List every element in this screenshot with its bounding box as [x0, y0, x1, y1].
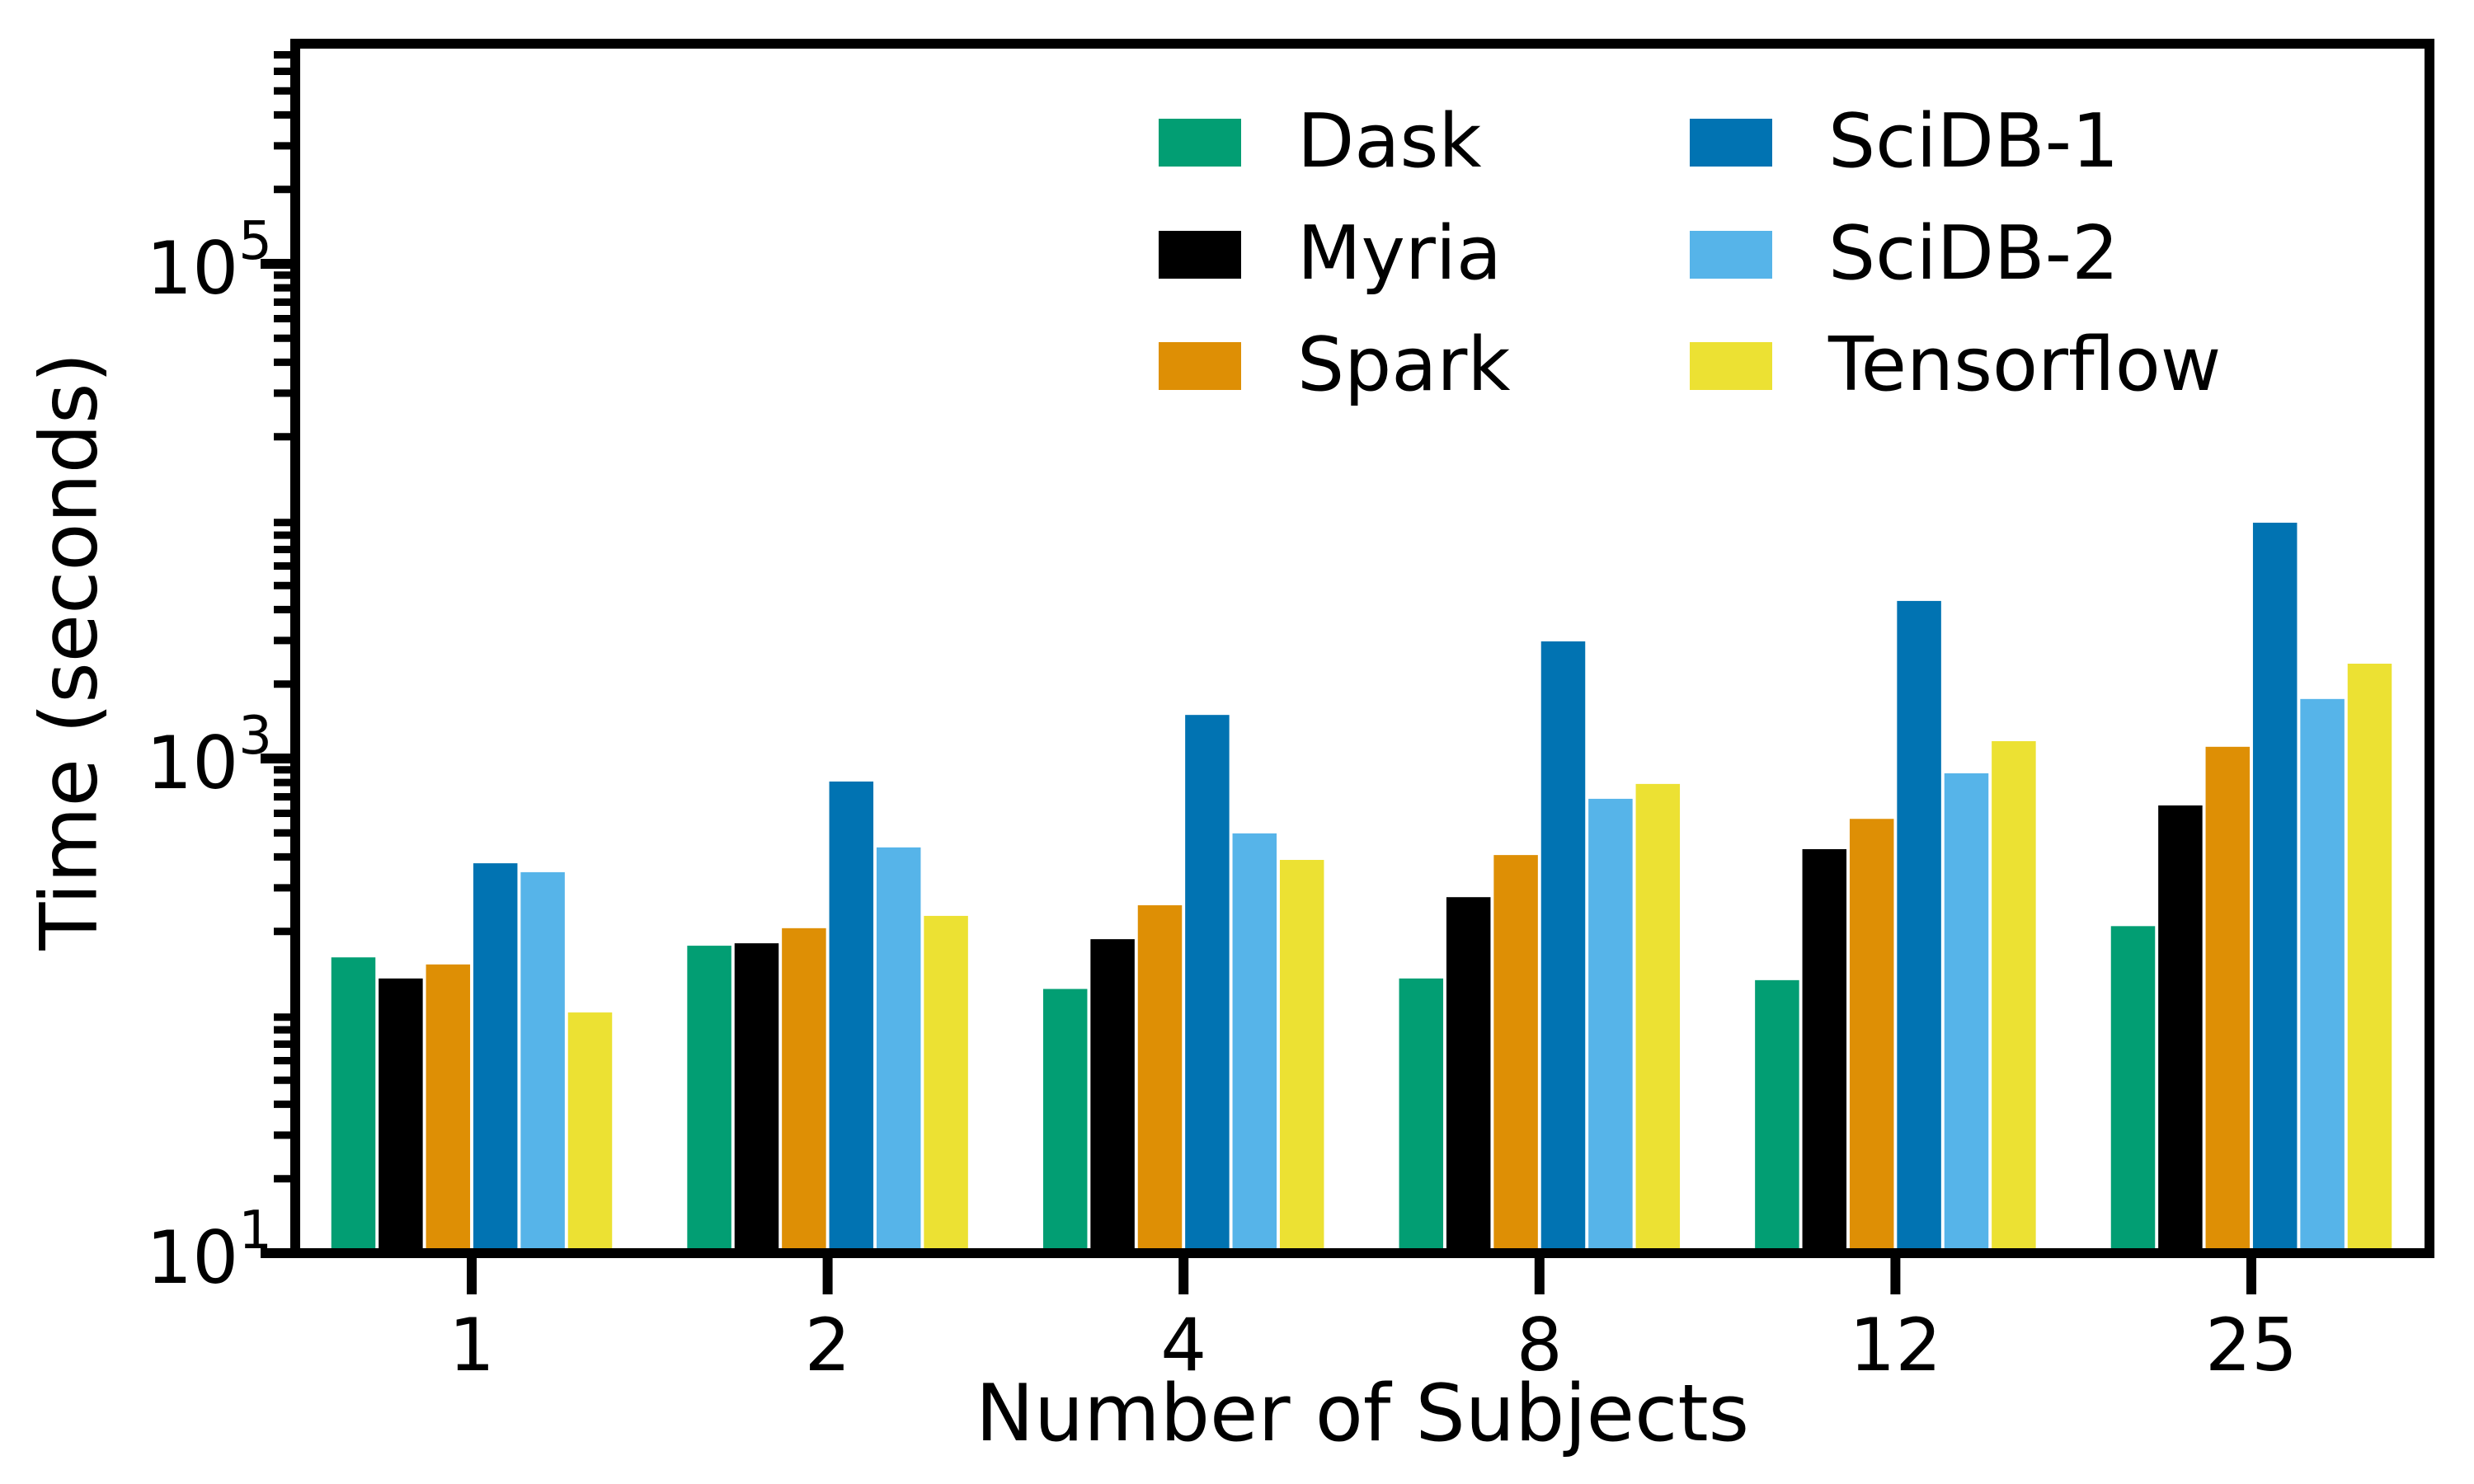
legend-swatch-scidb-2 — [1690, 231, 1772, 279]
bar-dask-4 — [1042, 989, 1088, 1258]
legend-label-scidb-1: SciDB-1 — [1828, 98, 2119, 186]
bar-scidb-1-4 — [1185, 715, 1230, 1258]
y-axis-title: Time (seconds) — [24, 352, 115, 951]
bar-myria-12 — [1802, 848, 1847, 1258]
y-tick-label-10e3: 103 — [146, 706, 274, 806]
bar-myria-25 — [2158, 805, 2203, 1258]
bar-tensorflow-4 — [1279, 860, 1324, 1258]
legend-swatch-dask — [1159, 119, 1241, 167]
bar-scidb-2-4 — [1232, 833, 1277, 1258]
bar-dask-2 — [687, 946, 731, 1258]
bar-tensorflow-8 — [1635, 783, 1681, 1258]
bar-scidb-2-25 — [2300, 698, 2345, 1258]
bar-spark-12 — [1849, 819, 1894, 1258]
bar-myria-1 — [379, 978, 423, 1258]
bar-tensorflow-2 — [924, 915, 968, 1258]
x-tick-label-4: 4 — [1160, 1303, 1207, 1388]
bar-scidb-2-12 — [1944, 773, 1989, 1258]
bar-tensorflow-12 — [1992, 740, 2036, 1258]
bar-myria-4 — [1090, 939, 1135, 1258]
legend-swatch-myria — [1159, 231, 1241, 279]
bar-dask-1 — [331, 957, 376, 1258]
bar-myria-2 — [734, 943, 779, 1258]
bar-dask-12 — [1755, 979, 1799, 1258]
bar-dask-25 — [2110, 926, 2156, 1258]
legend-label-spark: Spark — [1297, 322, 1511, 409]
bar-tensorflow-1 — [567, 1012, 613, 1258]
bar-scidb-1-8 — [1540, 641, 1586, 1258]
x-tick-label-25: 25 — [2205, 1303, 2298, 1388]
bar-spark-25 — [2205, 746, 2251, 1258]
bar-scidb-1-12 — [1897, 600, 1941, 1258]
bar-spark-2 — [782, 928, 826, 1258]
legend-swatch-tensorflow — [1690, 342, 1772, 390]
legend-label-tensorflow: Tensorflow — [1828, 322, 2222, 409]
bar-spark-1 — [426, 964, 471, 1258]
bar-myria-8 — [1446, 897, 1491, 1258]
x-tick-label-12: 12 — [1849, 1303, 1942, 1388]
bar-tensorflow-25 — [2347, 664, 2392, 1258]
x-axis-title: Number of Subjects — [975, 1369, 1750, 1459]
legend-label-myria: Myria — [1297, 210, 1503, 298]
bar-scidb-1-1 — [473, 863, 518, 1258]
bar-spark-4 — [1137, 905, 1183, 1258]
x-tick-label-1: 1 — [449, 1303, 495, 1388]
bar-scidb-2-8 — [1588, 798, 1633, 1258]
legend-label-dask: Dask — [1297, 98, 1482, 186]
x-tick-label-8: 8 — [1516, 1303, 1563, 1388]
bar-scidb-2-1 — [520, 871, 565, 1258]
bar-scidb-1-25 — [2252, 523, 2298, 1258]
bar-scidb-2-2 — [876, 847, 921, 1258]
bar-spark-8 — [1493, 855, 1538, 1258]
y-tick-label-10e1: 101 — [146, 1200, 274, 1301]
legend-swatch-spark — [1159, 342, 1241, 390]
legend-swatch-scidb-1 — [1690, 119, 1772, 167]
legend-label-scidb-2: SciDB-2 — [1828, 210, 2119, 298]
axes-frame — [290, 39, 2434, 1258]
bar-scidb-1-2 — [829, 781, 874, 1258]
bar-dask-8 — [1399, 978, 1444, 1258]
x-tick-label-2: 2 — [804, 1303, 851, 1388]
y-tick-label-10e5: 105 — [146, 211, 274, 312]
